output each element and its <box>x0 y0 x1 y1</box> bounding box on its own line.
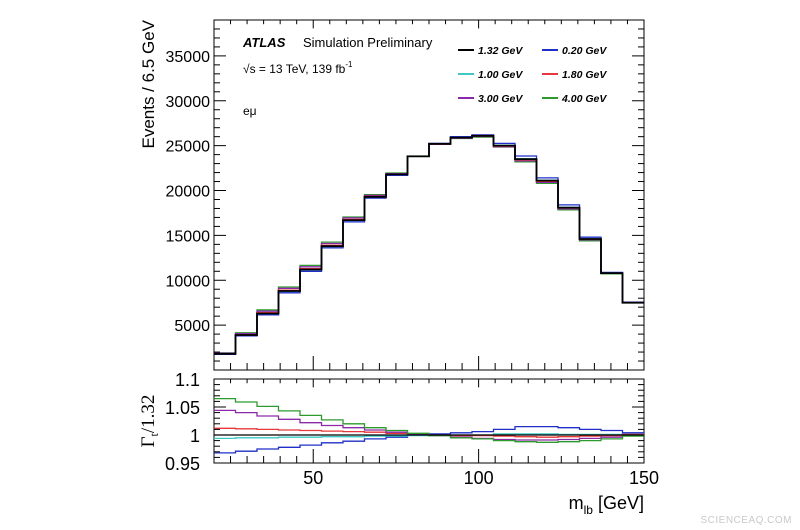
ratio-panel: 0.95 1 1.05 1.1 50 100 150 Γt/1.32 mlb [GeV] <box>138 370 659 517</box>
legend-label: 1.00 GeV <box>478 69 523 81</box>
ratio-y-axis-rest: /1.32 <box>138 395 159 434</box>
main-y-tick-label: 35000 <box>166 49 211 66</box>
energy-superscript: -1 <box>345 60 353 69</box>
legend-label: 4.00 GeV <box>561 93 607 105</box>
main-y-tick-label: 30000 <box>166 94 211 111</box>
experiment-label: ATLAS <box>242 35 286 50</box>
status-label: Simulation Preliminary <box>303 35 433 50</box>
x-tick-label: 150 <box>629 468 659 488</box>
main-series-1-32-gev <box>214 134 644 355</box>
channel-label: eμ <box>243 104 257 118</box>
ratio-plot-frame <box>213 378 645 464</box>
x-axis-title: mlb [GeV] <box>569 493 644 517</box>
main-y-axis: 5000 10000 15000 20000 25000 30000 35000 <box>166 19 644 362</box>
legend-label: 0.20 GeV <box>562 45 607 57</box>
main-y-tick-label: 10000 <box>166 273 211 290</box>
main-y-axis-title: Events / 6.5 GeV <box>139 19 158 148</box>
main-y-tick-label: 15000 <box>166 228 211 245</box>
x-tick-label: 50 <box>303 468 323 488</box>
ratio-y-axis-title: Γt/1.32 <box>138 395 161 448</box>
ratio-y-tick-label: 1.1 <box>175 370 200 390</box>
energy-text: √s = 13 TeV, 139 fb <box>243 62 346 76</box>
x-tick-label: 100 <box>464 468 494 488</box>
main-plot-frame <box>213 19 645 371</box>
ratio-y-tick-label: 1 <box>190 426 200 446</box>
watermark: SCIENCEAQ.COM <box>700 515 792 526</box>
ratio-x-axis: 50 100 150 <box>230 379 659 488</box>
legend-label: 1.32 GeV <box>478 45 523 57</box>
ratio-series-group <box>214 397 644 454</box>
ratio-y-axis-gamma: Γ <box>138 436 159 447</box>
main-series-group <box>214 134 644 355</box>
x-axis-subscript: lb <box>584 503 594 517</box>
ratio-y-tick-label: 1.05 <box>165 398 200 418</box>
ratio-y-tick-label: 0.95 <box>165 454 200 474</box>
energy-label: √s = 13 TeV, 139 fb-1 <box>243 60 353 76</box>
ratio-y-axis: 0.95 1 1.05 1.1 <box>165 370 644 474</box>
legend-label: 1.80 GeV <box>562 69 607 81</box>
main-y-tick-label: 5000 <box>174 318 210 335</box>
main-x-axis <box>230 20 628 370</box>
main-y-tick-label: 25000 <box>166 139 211 156</box>
main-y-tick-label: 20000 <box>166 184 211 201</box>
ratio-y-axis-subscript: t <box>147 432 161 436</box>
legend: 1.32 GeV 0.20 GeV 1.00 GeV 1.80 GeV 3.00 GeV… <box>458 45 607 105</box>
legend-label: 3.00 GeV <box>478 93 523 105</box>
x-axis-unit: [GeV] <box>593 493 644 513</box>
main-panel: 5000 10000 15000 20000 25000 30000 35000 Event… <box>139 19 645 371</box>
x-axis-m: m <box>569 493 584 513</box>
